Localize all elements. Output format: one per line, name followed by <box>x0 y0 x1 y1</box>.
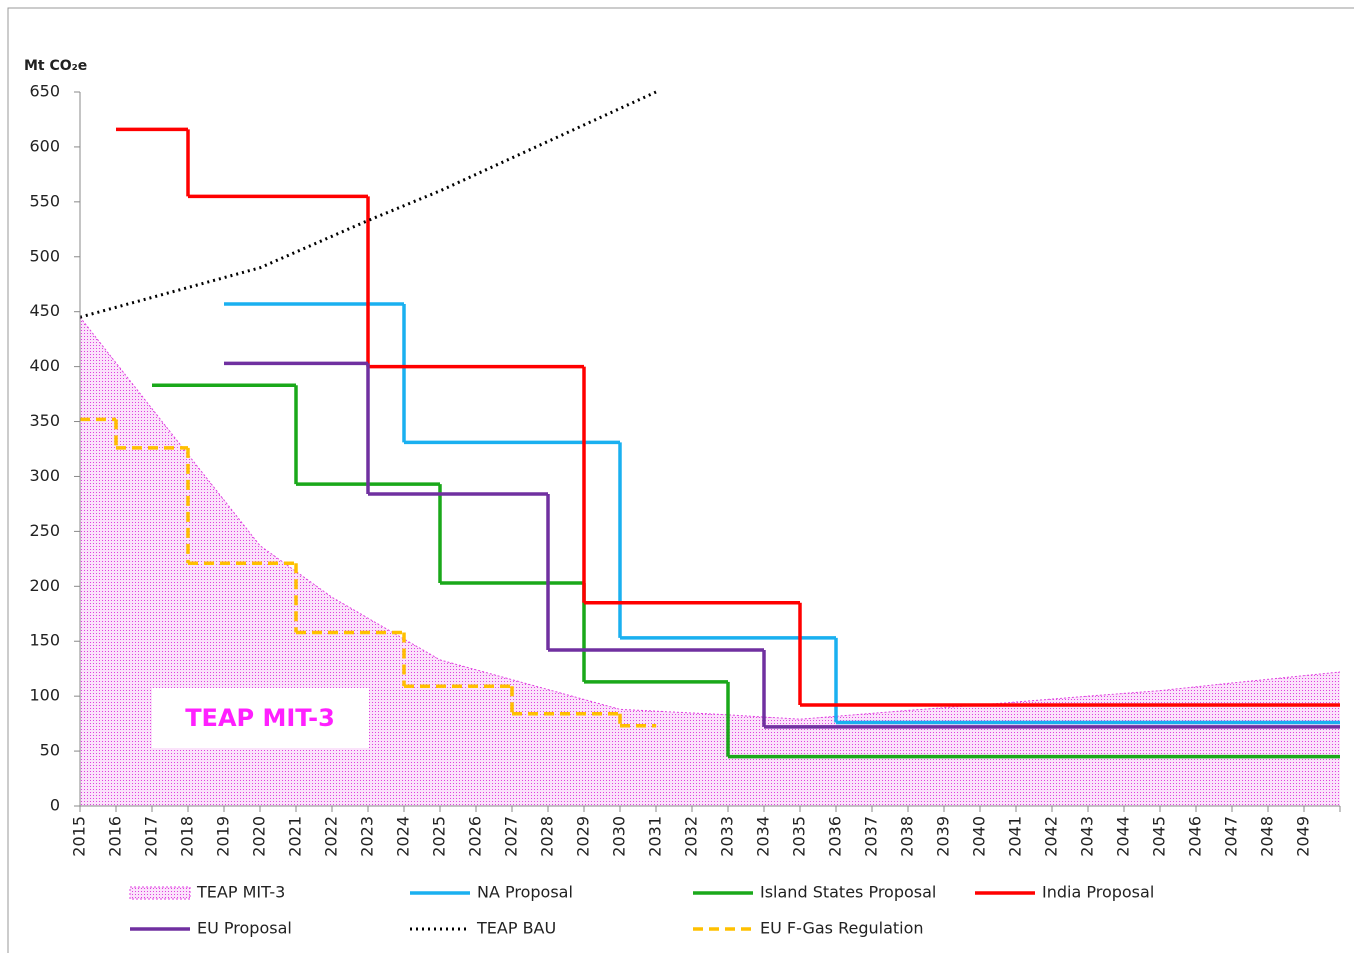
x-tick-label: 2035 <box>790 816 809 857</box>
y-tick-label: 350 <box>29 411 60 430</box>
legend-label: India Proposal <box>1042 883 1154 902</box>
x-tick-label: 2034 <box>754 816 773 857</box>
x-tick-label: 2045 <box>1150 816 1169 857</box>
legend-label: NA Proposal <box>477 883 573 902</box>
y-tick-label: 250 <box>29 521 60 540</box>
x-tick-label: 2048 <box>1258 816 1277 857</box>
annotation-box <box>152 688 369 748</box>
x-tick-label: 2015 <box>70 816 89 857</box>
x-tick-label: 2031 <box>646 816 665 857</box>
y-tick-label: 200 <box>29 576 60 595</box>
x-tick-label: 2029 <box>574 816 593 857</box>
x-tick-label: 2016 <box>106 816 125 857</box>
x-tick-label: 2040 <box>970 816 989 857</box>
y-tick-label: 650 <box>29 82 60 101</box>
x-tick-label: 2026 <box>466 816 485 857</box>
y-axis-label: Mt CO₂e <box>24 58 87 74</box>
x-tick-label: 2028 <box>538 816 557 857</box>
y-tick-label: 150 <box>29 631 60 650</box>
x-tick-label: 2027 <box>502 816 521 857</box>
legend-label: TEAP MIT-3 <box>196 883 285 902</box>
x-tick-label: 2022 <box>322 816 341 857</box>
y-tick-label: 550 <box>29 191 60 210</box>
x-tick-label: 2017 <box>142 816 161 857</box>
y-tick-label: 500 <box>29 246 60 265</box>
x-tick-label: 2046 <box>1186 816 1205 857</box>
x-tick-label: 2023 <box>358 816 377 857</box>
annotation: TEAP MIT-3 <box>185 704 335 732</box>
area <box>80 317 1340 806</box>
x-tick-label: 2037 <box>862 816 881 857</box>
x-tick-label: 2044 <box>1114 816 1133 857</box>
y-tick-label: 50 <box>40 741 60 760</box>
x-tick-label: 2021 <box>286 816 305 857</box>
x-tick-label: 2019 <box>214 816 233 857</box>
x-tick-label: 2049 <box>1294 816 1313 857</box>
x-tick-label: 2030 <box>610 816 629 857</box>
y-tick-label: 100 <box>29 686 60 705</box>
y-tick-label: 450 <box>29 301 60 320</box>
legend-label: Island States Proposal <box>760 883 936 902</box>
legend-swatch <box>129 886 191 900</box>
x-tick-label: 2042 <box>1042 816 1061 857</box>
legend-label: EU Proposal <box>197 919 292 938</box>
x-tick-label: 2036 <box>826 816 845 857</box>
x-tick-label: 2041 <box>1006 816 1025 857</box>
frame <box>7 7 1354 953</box>
x-tick-label: 2047 <box>1222 816 1241 857</box>
x-tick-label: 2039 <box>934 816 953 857</box>
legend-label: TEAP BAU <box>476 919 556 938</box>
legend-label: EU F-Gas Regulation <box>760 919 924 938</box>
y-tick-label: 600 <box>29 136 60 155</box>
y-tick-label: 0 <box>50 796 60 815</box>
x-tick-label: 2024 <box>394 816 413 857</box>
x-tick-label: 2025 <box>430 816 449 857</box>
y-tick-label: 300 <box>29 466 60 485</box>
x-tick-label: 2018 <box>178 816 197 857</box>
y-tick-label: 400 <box>29 356 60 375</box>
x-tick-label: 2032 <box>682 816 701 857</box>
x-tick-label: 2038 <box>898 816 917 857</box>
x-tick-label: 2043 <box>1078 816 1097 857</box>
x-tick-label: 2033 <box>718 816 737 857</box>
x-tick-label: 2020 <box>250 816 269 857</box>
line <box>79 90 657 319</box>
